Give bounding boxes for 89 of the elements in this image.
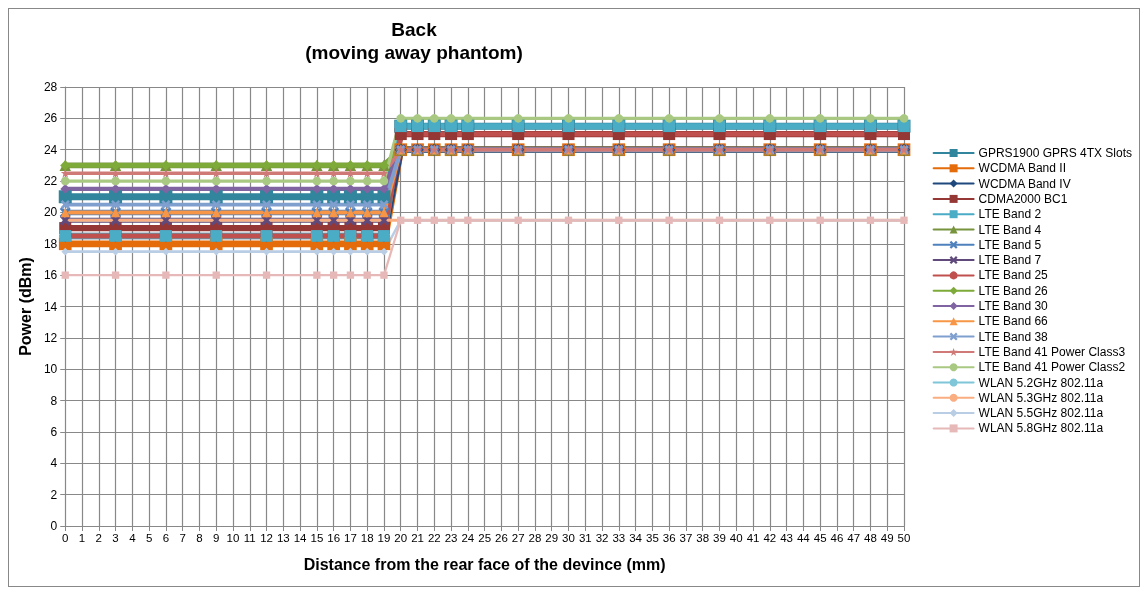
y-tick-label: 8 bbox=[50, 393, 58, 408]
x-tick-label: 24 bbox=[461, 532, 475, 544]
x-tick-label: 37 bbox=[679, 532, 693, 544]
x-tick-label: 13 bbox=[276, 532, 290, 544]
y-axis-title: Power (dBm) bbox=[16, 257, 34, 356]
y-tick-label: 12 bbox=[43, 330, 58, 345]
legend-label: LTE Band 41 Power Class3 bbox=[978, 344, 1126, 359]
x-tick-label: 39 bbox=[713, 532, 726, 544]
legend-label: WCDMA Band II bbox=[978, 161, 1066, 176]
legend-label: WLAN 5.5GHz 802.11a bbox=[978, 406, 1104, 421]
x-tick-label: 42 bbox=[763, 532, 777, 544]
legend-label: GPRS1900 GPRS 4TX Slots bbox=[978, 146, 1133, 160]
x-tick-label: 6 bbox=[162, 532, 170, 544]
x-tick-label: 22 bbox=[427, 532, 441, 544]
y-tick-label: 22 bbox=[43, 174, 58, 189]
chart-title: Back bbox=[391, 19, 438, 40]
x-tick-label: 2 bbox=[95, 532, 102, 544]
legend-label: WLAN 5.8GHz 802.11a bbox=[978, 421, 1104, 436]
legend-label: LTE Band 41 Power Class2 bbox=[978, 360, 1126, 375]
x-tick-label: 19 bbox=[377, 532, 391, 544]
legend-label: WCDMA Band IV bbox=[978, 176, 1071, 191]
legend-label: WLAN 5.2GHz 802.11a bbox=[978, 375, 1104, 390]
y-tick-label: 10 bbox=[43, 362, 58, 377]
x-tick-label: 20 bbox=[394, 532, 408, 544]
x-tick-label: 7 bbox=[179, 532, 186, 544]
x-tick-label: 15 bbox=[310, 532, 324, 544]
legend-label: LTE Band 38 bbox=[978, 329, 1049, 344]
x-tick-label: 48 bbox=[864, 532, 877, 544]
x-tick-label: 38 bbox=[696, 532, 710, 544]
x-tick-label: 35 bbox=[645, 532, 659, 544]
x-tick-label: 36 bbox=[662, 532, 676, 544]
x-tick-label: 29 bbox=[545, 532, 559, 544]
x-tick-label: 11 bbox=[243, 532, 256, 544]
x-tick-label: 9 bbox=[213, 532, 220, 544]
x-tick-label: 10 bbox=[226, 532, 240, 544]
x-tick-label: 32 bbox=[595, 532, 609, 544]
y-tick-label: 4 bbox=[50, 456, 58, 471]
y-tick-label: 24 bbox=[43, 142, 58, 157]
x-tick-label: 28 bbox=[528, 532, 542, 544]
x-tick-label: 14 bbox=[293, 532, 308, 544]
y-tick-label: 26 bbox=[43, 111, 58, 126]
x-tick-label: 40 bbox=[729, 532, 743, 544]
chart-subtitle: (moving away phantom) bbox=[305, 42, 523, 63]
x-tick-label: 34 bbox=[629, 532, 643, 544]
x-tick-label: 50 bbox=[897, 532, 911, 544]
x-tick-label: 23 bbox=[444, 532, 458, 544]
x-tick-label: 30 bbox=[562, 532, 575, 544]
y-tick-label: 16 bbox=[43, 268, 58, 283]
y-tick-label: 18 bbox=[43, 236, 58, 251]
x-tick-label: 46 bbox=[830, 532, 844, 544]
x-axis-title: Distance from the rear face of the devince (mm) bbox=[303, 555, 666, 573]
y-tick-label: 20 bbox=[43, 205, 58, 220]
x-tick-label: 0 bbox=[62, 532, 69, 544]
x-tick-label: 31 bbox=[578, 532, 592, 544]
legend-label: LTE Band 4 bbox=[978, 222, 1042, 237]
x-tick-label: 41 bbox=[746, 532, 760, 544]
x-tick-label: 1 bbox=[78, 532, 86, 544]
x-tick-label: 17 bbox=[344, 532, 357, 544]
x-tick-label: 4 bbox=[129, 532, 137, 544]
x-tick-label: 16 bbox=[327, 532, 341, 544]
y-tick-label: 28 bbox=[43, 80, 58, 94]
x-tick-label: 49 bbox=[880, 532, 894, 544]
x-tick-label: 3 bbox=[112, 532, 119, 544]
legend-label: CDMA2000 BC1 bbox=[978, 191, 1068, 206]
legend-label: LTE Band 66 bbox=[978, 314, 1049, 329]
y-tick-label: 6 bbox=[50, 424, 58, 439]
x-tick-label: 21 bbox=[411, 532, 424, 544]
y-tick-label: 14 bbox=[43, 299, 58, 314]
x-tick-label: 47 bbox=[847, 532, 861, 544]
x-tick-label: 12 bbox=[260, 532, 273, 544]
x-tick-label: 33 bbox=[612, 532, 626, 544]
x-tick-label: 8 bbox=[196, 532, 203, 544]
x-tick-label: 26 bbox=[495, 532, 508, 544]
legend-label: LTE Band 5 bbox=[978, 237, 1042, 252]
legend-label: LTE Band 2 bbox=[978, 207, 1042, 222]
legend-label: WLAN 5.3GHz 802.11a bbox=[978, 390, 1104, 405]
y-tick-label: 0 bbox=[50, 519, 58, 533]
x-tick-label: 44 bbox=[796, 532, 811, 544]
x-tick-label: 27 bbox=[511, 532, 525, 544]
x-tick-label: 43 bbox=[780, 532, 793, 544]
legend-label: LTE Band 30 bbox=[978, 299, 1049, 313]
legend-label: LTE Band 26 bbox=[978, 283, 1049, 298]
x-tick-label: 45 bbox=[813, 532, 827, 544]
legend-label: LTE Band 7 bbox=[978, 253, 1042, 268]
x-tick-label: 5 bbox=[145, 532, 153, 544]
x-tick-label: 25 bbox=[478, 532, 492, 544]
legend-label: LTE Band 25 bbox=[978, 268, 1049, 283]
y-tick-label: 2 bbox=[50, 487, 58, 502]
x-tick-label: 18 bbox=[360, 532, 374, 544]
